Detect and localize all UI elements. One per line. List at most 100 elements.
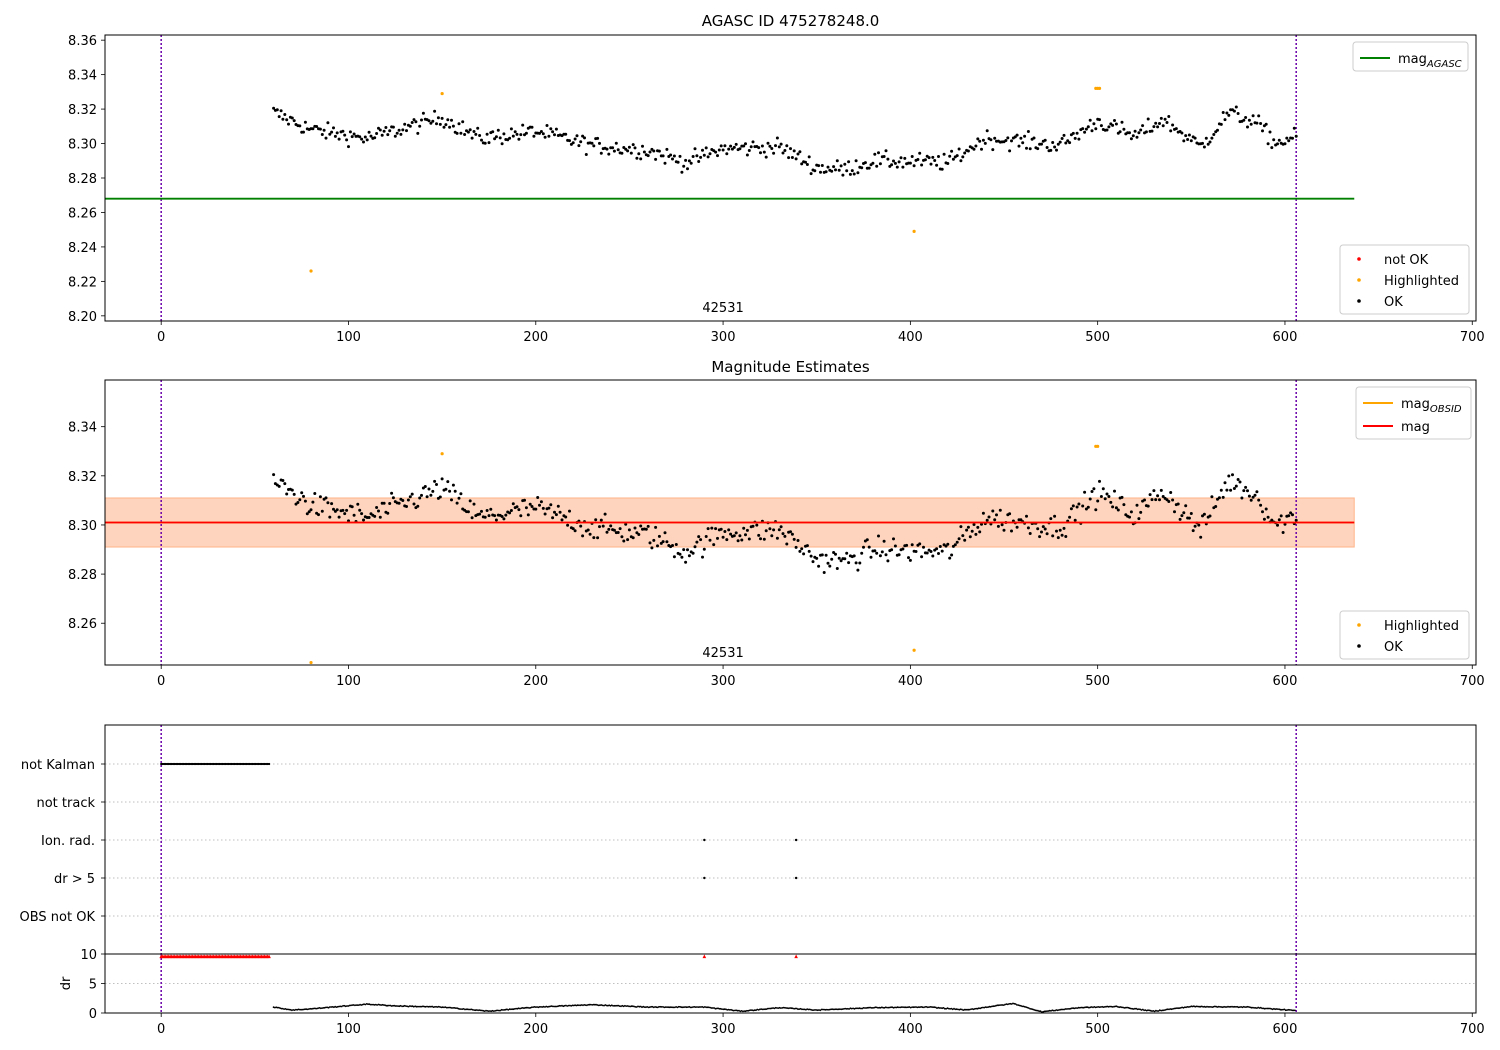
- ok-point: [790, 532, 794, 536]
- dr-point: [886, 1006, 888, 1009]
- dr-panel: 0 100 200 300 400 500 600 700 0 5 10 dr: [59, 948, 1485, 1037]
- dr-point: [352, 1004, 355, 1006]
- ok-point: [755, 523, 759, 527]
- ok-point: [747, 537, 751, 541]
- ok-point: [300, 491, 304, 495]
- ok-point: [405, 129, 408, 133]
- ok-point: [290, 116, 294, 120]
- dr-point: [395, 1005, 398, 1007]
- dr-point: [1176, 1007, 1178, 1009]
- ok-point: [1040, 142, 1043, 146]
- dr-point: [276, 1006, 279, 1009]
- ok-point: [444, 487, 448, 491]
- dr-point: [1206, 1005, 1208, 1008]
- ok-point: [511, 134, 515, 138]
- ok-point: [485, 132, 489, 136]
- ok-point: [1277, 138, 1281, 142]
- ok-point: [1120, 495, 1124, 499]
- dr-point: [803, 1008, 806, 1011]
- ok-point: [824, 553, 828, 557]
- ok-point: [727, 528, 731, 532]
- ok-point: [500, 515, 504, 518]
- ok-point: [712, 543, 716, 547]
- ok-point: [315, 125, 319, 128]
- ok-point: [373, 514, 377, 518]
- dr-point: [1064, 1008, 1067, 1010]
- ok-point: [616, 148, 620, 152]
- dr-point: [428, 1005, 431, 1008]
- ok-point: [650, 546, 654, 550]
- ok-point: [931, 554, 935, 558]
- ok-point: [719, 527, 723, 531]
- highlighted-point: [309, 269, 313, 273]
- ok-point: [865, 538, 869, 542]
- ok-point: [425, 495, 429, 499]
- ok-point: [382, 501, 386, 505]
- ok-point: [1276, 523, 1279, 527]
- ok-point: [1137, 131, 1141, 135]
- x-tick-label: 600: [1273, 330, 1298, 345]
- y-tick-label: 8.30: [68, 519, 97, 534]
- ok-point: [358, 135, 362, 139]
- ok-point: [1103, 497, 1107, 501]
- ok-point: [455, 131, 459, 135]
- ok-point: [453, 489, 457, 493]
- ok-point: [843, 162, 847, 166]
- ok-point: [1234, 484, 1238, 488]
- ok-point: [702, 547, 706, 551]
- ok-point: [918, 151, 922, 155]
- ok-point: [509, 127, 513, 131]
- dr-point: [680, 1006, 683, 1009]
- ok-point: [1049, 517, 1053, 521]
- dr-point: [1008, 1003, 1010, 1005]
- ok-point: [427, 119, 431, 123]
- dr-point: [530, 1006, 533, 1009]
- ok-point: [526, 513, 530, 517]
- dr-point: [1099, 1006, 1102, 1008]
- ok-point: [805, 544, 809, 548]
- ok-point: [1281, 531, 1285, 534]
- ok-point: [884, 553, 888, 557]
- ok-point: [410, 492, 414, 496]
- ok-point: [663, 531, 667, 535]
- ok-point: [594, 518, 598, 522]
- ok-point: [721, 148, 725, 152]
- ok-point: [689, 161, 693, 165]
- dr-point: [355, 1004, 358, 1006]
- ok-point: [487, 514, 491, 518]
- x-tick-label: 700: [1460, 1022, 1485, 1037]
- ok-point: [375, 506, 379, 509]
- ok-point: [839, 164, 843, 168]
- ok-point: [451, 124, 455, 128]
- dr-point: [388, 1004, 390, 1007]
- ok-point: [1268, 130, 1272, 134]
- dr-point: [728, 1009, 731, 1011]
- dr-point: [612, 1005, 614, 1007]
- ok-point: [867, 166, 871, 170]
- ok-point: [641, 144, 644, 148]
- flag-point: [794, 838, 798, 842]
- ok-point: [1246, 489, 1249, 493]
- dr-point: [371, 1003, 373, 1006]
- ok-point: [553, 133, 556, 137]
- ok-point: [779, 142, 783, 146]
- ok-point: [717, 148, 721, 152]
- ok-point: [1004, 139, 1008, 142]
- dr-point: [553, 1005, 555, 1008]
- ok-point: [1283, 522, 1287, 526]
- dr-point: [967, 1008, 970, 1011]
- dr-point: [890, 1006, 892, 1009]
- ok-point: [1221, 495, 1225, 499]
- ok-point: [772, 528, 776, 532]
- x-tick-label: 600: [1273, 674, 1298, 689]
- ok-point: [1152, 125, 1156, 129]
- ok-point: [1259, 122, 1263, 125]
- ok-point: [839, 559, 843, 563]
- dr-point: [1085, 1006, 1088, 1009]
- ok-point: [292, 119, 296, 123]
- dr-point: [542, 1005, 545, 1008]
- dr-point: [700, 1006, 702, 1008]
- ok-point: [845, 169, 849, 173]
- ok-point: [1202, 145, 1206, 149]
- dr-point: [1084, 1006, 1086, 1009]
